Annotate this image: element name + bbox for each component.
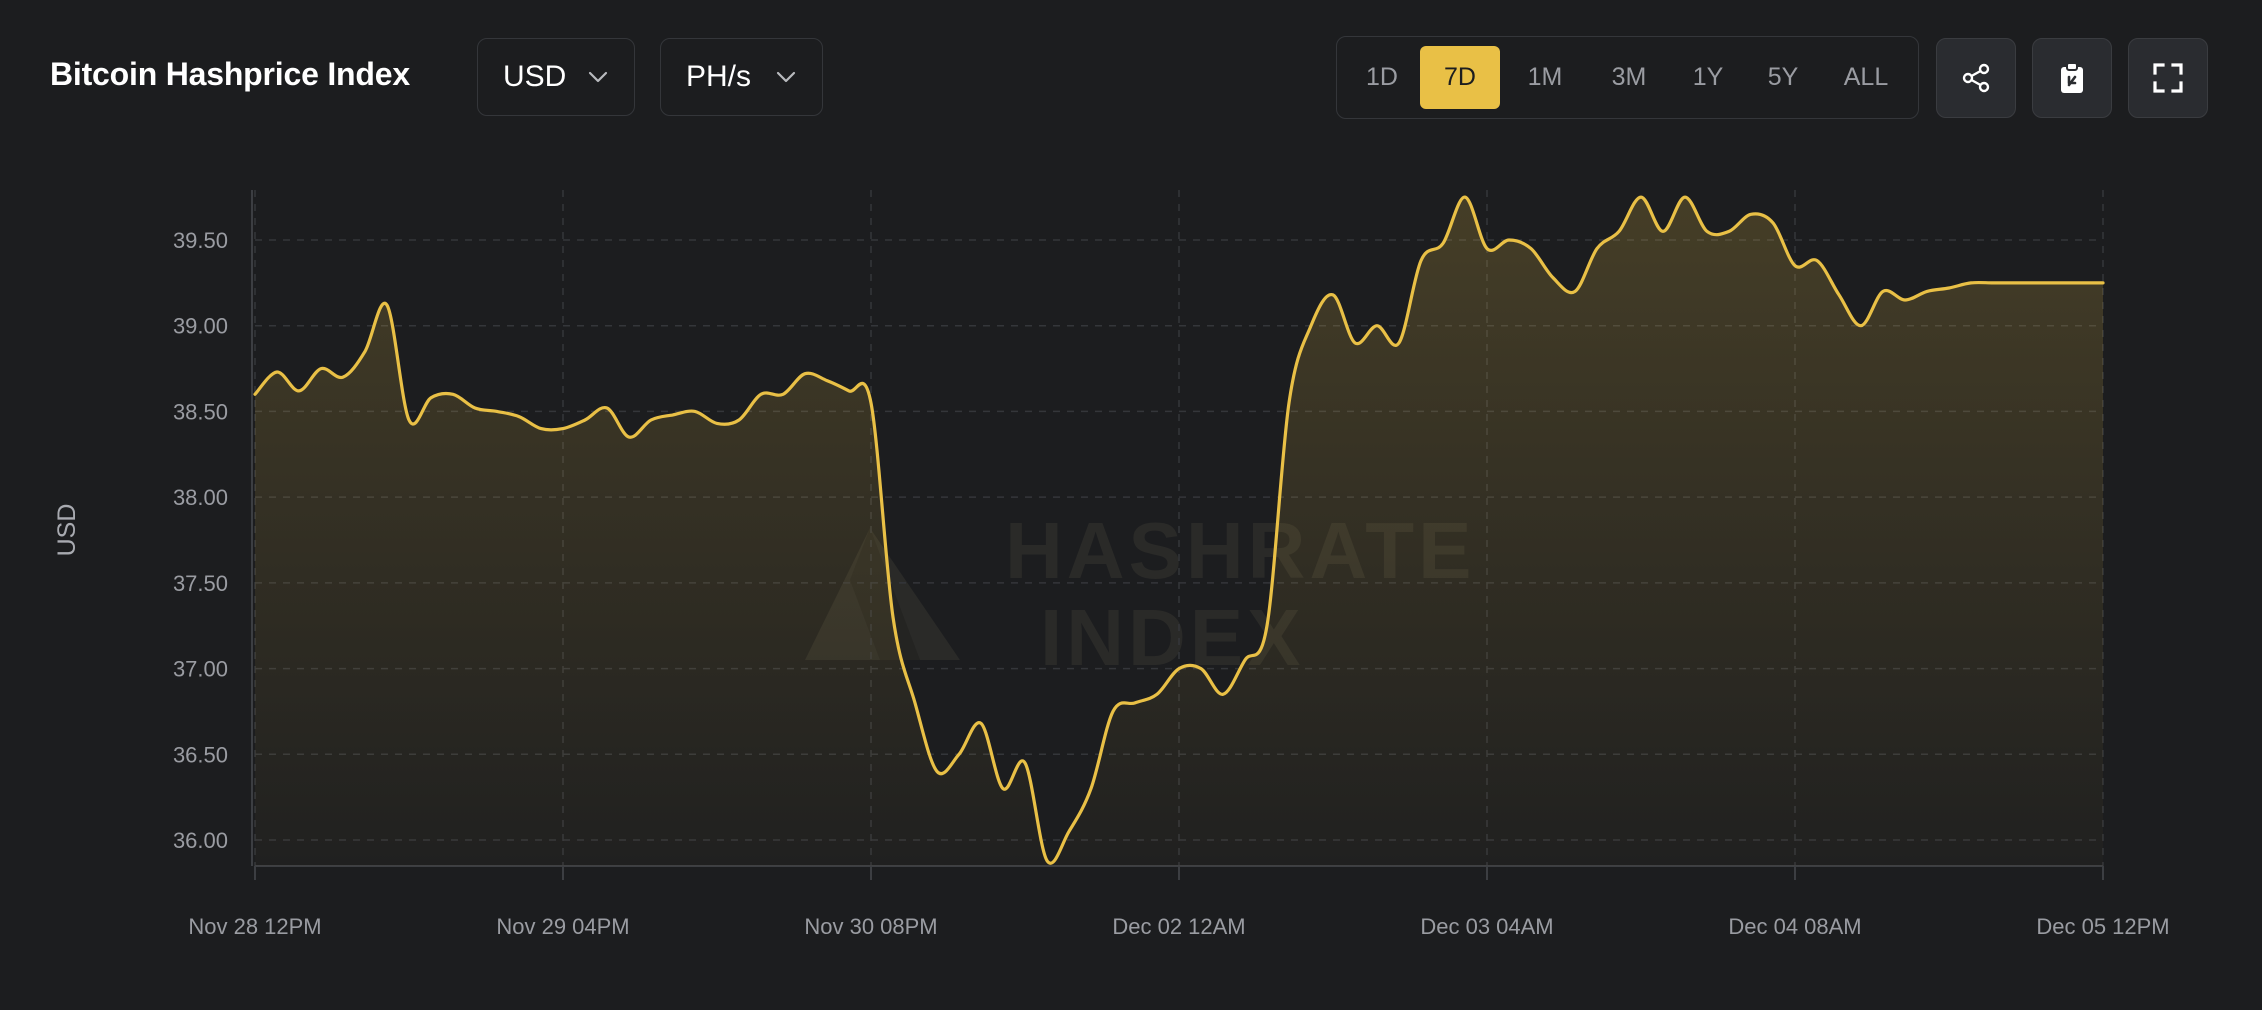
clipboard-icon [2061, 62, 2083, 93]
y-tick-label: 36.50 [173, 742, 228, 767]
x-tick-label: Dec 03 04AM [1420, 914, 1553, 939]
fullscreen-button[interactable] [2128, 38, 2208, 118]
x-tick-label: Dec 05 12PM [2036, 914, 2169, 939]
y-tick-label: 36.00 [173, 828, 228, 853]
share-button[interactable] [1936, 38, 2016, 118]
x-axis-ticks: Nov 28 12PM Nov 29 04PM Nov 30 08PM Dec 02 … [188, 866, 2170, 939]
time-range-selector: 1D 7D 1M 3M 1Y 5Y ALL [1336, 36, 1919, 119]
y-tick-label: 38.50 [173, 399, 228, 424]
range-5y-button[interactable]: 5Y [1767, 63, 1799, 91]
range-3m-button[interactable]: 3M [1611, 63, 1647, 91]
y-tick-label: 37.50 [173, 571, 228, 596]
share-icon [1962, 63, 1990, 93]
y-axis-label: USD [53, 504, 81, 557]
unit-select-value: PH/s [686, 60, 752, 93]
chart-title: Bitcoin Hashprice Index [50, 56, 410, 92]
range-7d-button[interactable]: 7D [1420, 46, 1500, 109]
y-tick-label: 39.00 [173, 314, 228, 339]
chevron-down-icon [776, 71, 796, 83]
y-axis-ticks: 36.00 36.50 37.00 37.50 38.00 38.50 39.00 39.50 [173, 228, 228, 853]
x-tick-label: Nov 28 12PM [188, 914, 321, 939]
range-1d-button[interactable]: 1D [1366, 63, 1398, 91]
range-all-button[interactable]: ALL [1843, 63, 1889, 91]
copy-button[interactable] [2032, 38, 2112, 118]
chevron-down-icon [588, 71, 608, 83]
x-tick-label: Nov 30 08PM [804, 914, 937, 939]
unit-select[interactable]: PH/s [660, 38, 823, 116]
range-1y-button[interactable]: 1Y [1692, 63, 1724, 91]
currency-select[interactable]: USD [477, 38, 635, 116]
y-tick-label: 37.00 [173, 657, 228, 682]
series-area [255, 197, 2103, 866]
y-tick-label: 38.00 [173, 485, 228, 510]
fullscreen-icon [2153, 63, 2183, 93]
range-1m-button[interactable]: 1M [1527, 63, 1563, 91]
x-tick-label: Dec 02 12AM [1112, 914, 1245, 939]
series-line [253, 195, 2105, 865]
x-tick-label: Nov 29 04PM [496, 914, 629, 939]
y-tick-label: 39.50 [173, 228, 228, 253]
x-tick-label: Dec 04 08AM [1728, 914, 1861, 939]
currency-select-value: USD [503, 60, 567, 93]
